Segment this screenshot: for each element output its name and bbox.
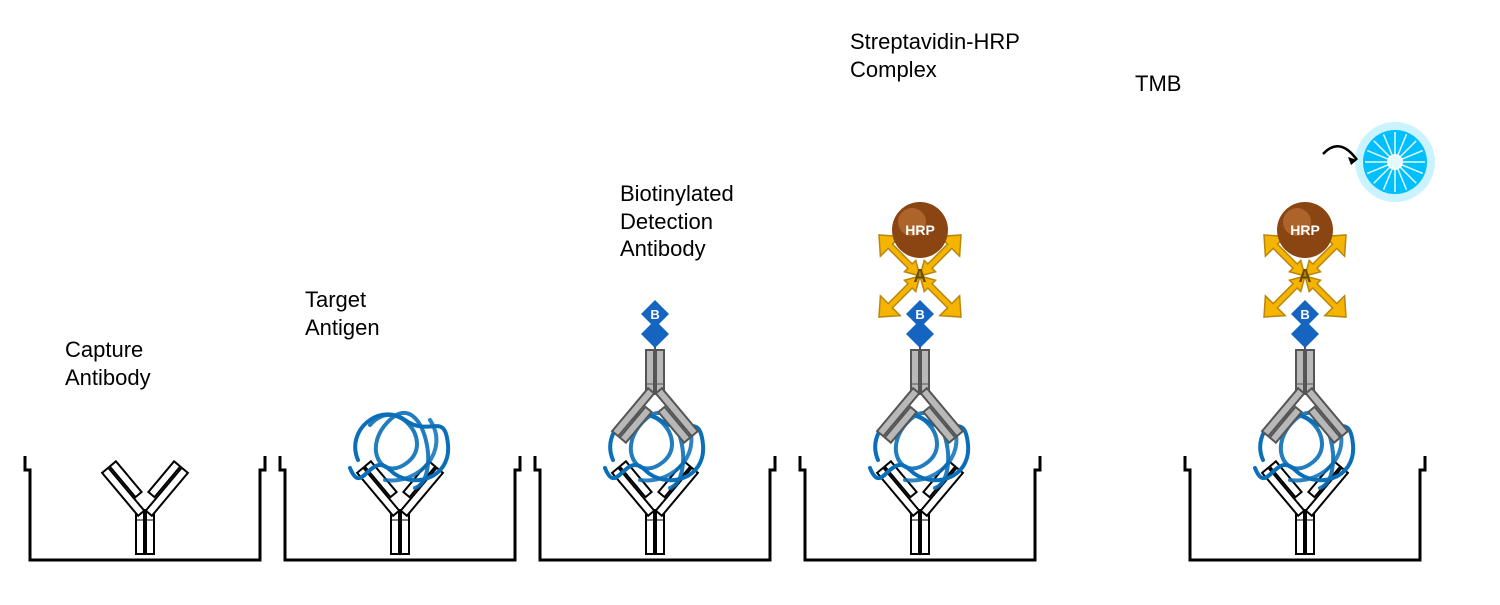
detection-antibody-icon xyxy=(612,350,698,443)
svg-text:B: B xyxy=(650,307,659,322)
hrp-icon: HRP xyxy=(892,202,948,258)
svg-text:A: A xyxy=(914,266,927,286)
svg-text:B: B xyxy=(915,307,924,322)
biotin-icon: B xyxy=(641,300,669,348)
panel-label: Streptavidin-HRPComplex xyxy=(850,28,1020,83)
tmb-signal-icon xyxy=(1355,122,1435,202)
elisa-diagram: CaptureAntibody TargetAntigen Biotinylated… xyxy=(0,0,1500,605)
svg-text:HRP: HRP xyxy=(905,222,935,238)
svg-text:B: B xyxy=(1300,307,1309,322)
hrp-icon: HRP xyxy=(1277,202,1333,258)
elisa-svg: B B A HRP B A HRP xyxy=(0,0,1500,600)
panel-label: TMB xyxy=(1135,70,1181,98)
panel-label: CaptureAntibody xyxy=(65,336,151,391)
svg-text:HRP: HRP xyxy=(1290,222,1320,238)
biotin-icon: B xyxy=(1291,300,1319,348)
detection-antibody-icon xyxy=(877,350,963,443)
capture-antibody-icon xyxy=(102,461,188,554)
svg-text:A: A xyxy=(1299,266,1312,286)
panel-label: BiotinylatedDetectionAntibody xyxy=(620,180,734,263)
target-antigen-icon xyxy=(350,413,448,488)
biotin-icon: B xyxy=(906,300,934,348)
detection-antibody-icon xyxy=(1262,350,1348,443)
panel-label: TargetAntigen xyxy=(305,286,380,341)
